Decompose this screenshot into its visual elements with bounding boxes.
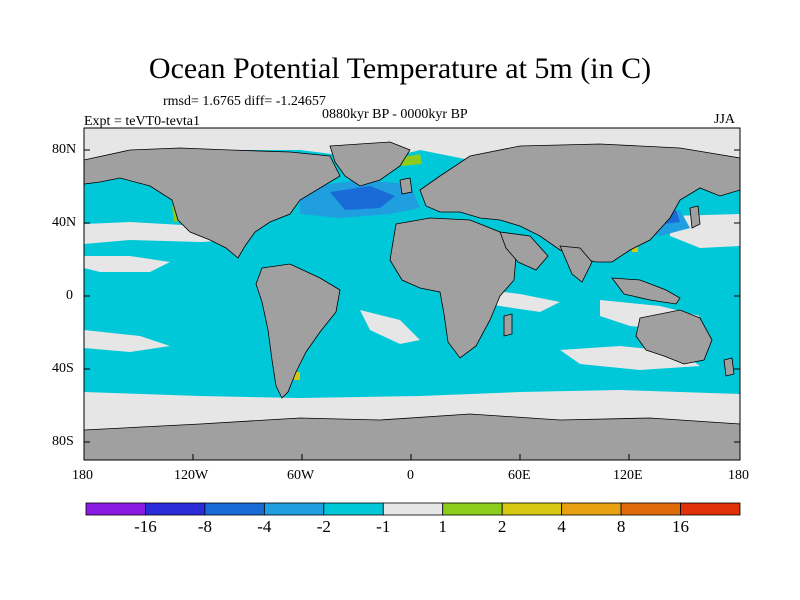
india [559, 245, 593, 283]
colorbar-swatch [382, 502, 444, 516]
colorbar-tick-label: 8 [616, 517, 626, 536]
south-america [255, 263, 341, 399]
map-plot-area [83, 127, 741, 461]
lat-label-0: 0 [66, 288, 73, 303]
maritime-continent [611, 277, 681, 305]
colorbar-swatch [442, 502, 503, 516]
colorbar-tick-label: 2 [497, 517, 507, 536]
lon-label-60e: 60E [508, 468, 531, 483]
experiment-text: Expt = teVT0-tevta1 [84, 114, 200, 129]
japan [689, 205, 701, 229]
colorbar-swatch [561, 502, 622, 516]
colorbar [85, 502, 741, 516]
lat-label-40n: 40N [52, 215, 77, 230]
lon-label-180-west: 180 [72, 468, 93, 483]
map-frame [83, 127, 741, 461]
colorbar-tick-label: 4 [557, 517, 566, 536]
lon-label-120e: 120E [613, 468, 643, 483]
colorbar-tick-label: -8 [197, 517, 212, 536]
new-zealand [723, 357, 735, 377]
map-title: Ocean Potential Temperature at 5m (in C) [148, 52, 652, 85]
lon-label-0: 0 [407, 468, 414, 483]
lon-label-180-east: 180 [728, 468, 749, 483]
north-america [83, 147, 341, 259]
lon-tick-marks [83, 454, 741, 460]
africa [389, 217, 517, 359]
colorbar-swatch [145, 502, 206, 516]
rmsd-diff-text: rmsd= 1.6765 diff= -1.24657 [163, 94, 326, 109]
colorbar-tick-label: 16 [672, 517, 690, 536]
colorbar-swatch [620, 502, 681, 516]
land-masses [83, 141, 741, 461]
season-text: JJA [714, 112, 736, 127]
time-period-text: 0880kyr BP - 0000kyr BP [322, 107, 468, 122]
colorbar-swatch [263, 502, 325, 516]
colorbar-swatch [85, 502, 146, 516]
australia [635, 309, 713, 365]
lat-label-80s: 80S [52, 434, 74, 449]
lon-label-60w: 60W [287, 468, 315, 483]
colorbar-tick-label: -2 [316, 517, 331, 536]
colorbar-tick-label: -16 [134, 517, 157, 536]
lat-tick-marks [84, 149, 740, 443]
lat-label-40s: 40S [52, 361, 74, 376]
colorbar-swatch [501, 502, 563, 516]
colorbar-swatch [680, 502, 741, 516]
lat-label-80n: 80N [52, 142, 77, 157]
eurasia [419, 143, 741, 263]
greenland [329, 141, 411, 187]
arabia [499, 231, 549, 271]
colorbar-tick-label: -1 [376, 517, 391, 536]
madagascar [503, 313, 513, 337]
colorbar-swatch [204, 502, 265, 516]
colorbar-swatch [323, 502, 384, 516]
lon-label-120w: 120W [174, 468, 209, 483]
colorbar-tick-label: 1 [438, 517, 447, 536]
british-isles [399, 177, 413, 195]
colorbar-tick-label: -4 [257, 517, 272, 536]
